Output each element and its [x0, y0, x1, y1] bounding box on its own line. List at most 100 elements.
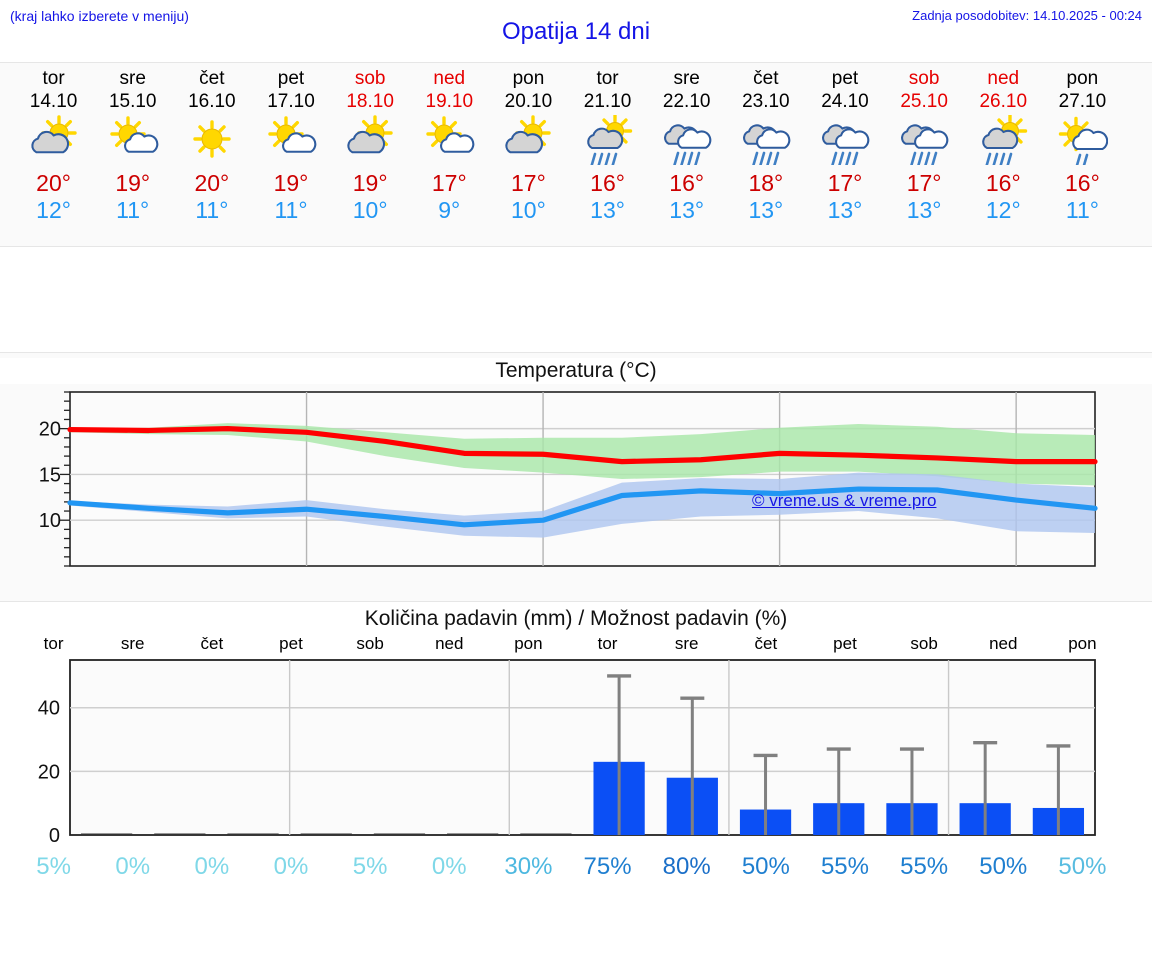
day-date: 25.10	[900, 91, 948, 112]
copyright-link[interactable]: © vreme.us & vreme.pro	[752, 491, 937, 510]
weather-sun-rain-icon	[582, 114, 634, 166]
max-temperature: 20°	[194, 170, 230, 196]
precipitation-probability-labels: 5% 0% 0% 0% 5% 0% 30% 75% 80% 50% 55% 55% 50% 50%	[14, 853, 1122, 881]
svg-text:0: 0	[49, 825, 60, 847]
day-date: 26.10	[979, 91, 1028, 112]
day-date: 14.10	[29, 91, 78, 112]
min-temperature: 13°	[669, 197, 705, 223]
day-column[interactable]: pet 17.10 19° 11°	[251, 63, 330, 246]
weather-sun-cloud-gray-icon	[28, 114, 80, 166]
precipitation-probability: 55%	[900, 853, 949, 880]
precipitation-day-label: pon	[1068, 634, 1097, 653]
max-temperature: 19°	[115, 170, 151, 196]
day-date: 15.10	[108, 91, 157, 112]
precipitation-probability: 55%	[820, 853, 869, 880]
precipitation-day-label: pet	[279, 634, 303, 653]
max-temperature: 17°	[827, 170, 863, 196]
day-of-week: tor	[596, 68, 619, 89]
precipitation-day-label: sob	[910, 634, 938, 653]
max-temperature: 16°	[985, 170, 1021, 196]
day-column[interactable]: sob 25.10 17° 13°	[885, 63, 964, 246]
day-column[interactable]: čet 23.10 18° 13°	[726, 63, 805, 246]
day-of-week: sob	[354, 68, 386, 89]
weather-sun-cloud-white-icon	[107, 114, 159, 166]
precipitation-day-label: ned	[435, 634, 464, 653]
min-temperature: 13°	[590, 197, 625, 223]
svg-text:15: 15	[39, 464, 61, 486]
weather-sun-icon	[186, 114, 238, 166]
min-temperature: 11°	[274, 197, 308, 223]
day-column[interactable]: ned 26.10 16° 12°	[964, 63, 1043, 246]
precipitation-probability: 50%	[741, 853, 790, 880]
day-of-week: pet	[277, 68, 305, 89]
day-of-week: ned	[987, 68, 1020, 89]
precipitation-day-label: čet	[200, 634, 224, 653]
max-temperature: 16°	[590, 170, 625, 196]
day-of-week: pet	[831, 68, 859, 89]
day-of-week: ned	[433, 68, 466, 89]
day-column[interactable]: ned 19.10 17° 9°	[410, 63, 489, 246]
day-of-week: pon	[1066, 68, 1099, 89]
day-of-week: pon	[512, 68, 545, 89]
daily-forecast-strip: tor 14.10 20° 12° sre 15.10 19° 11° čet 16.10 20° 1…	[0, 62, 1152, 247]
day-column[interactable]: tor 21.10 16° 13°	[568, 63, 647, 246]
day-of-week: sre	[673, 68, 700, 89]
weather-sun-rain-icon	[977, 114, 1029, 166]
max-temperature: 16°	[1065, 170, 1100, 196]
weather-sun-cloud-gray-icon	[344, 114, 396, 166]
precipitation-probability: 50%	[979, 853, 1028, 880]
day-column[interactable]: tor 14.10 20° 12°	[14, 63, 93, 246]
page-header: (kraj lahko izberete v meniju) Opatija 1…	[0, 0, 1152, 62]
weather-sun-cloud-gray-icon	[502, 114, 554, 166]
precipitation-day-label: sob	[356, 634, 384, 653]
day-date: 20.10	[504, 91, 553, 112]
max-temperature: 18°	[748, 170, 784, 196]
temperature-chart-panel: Temperatura (°C) 10 15 20 © vreme.us & vre…	[0, 352, 1152, 602]
precipitation-probability: 50%	[1058, 853, 1107, 880]
precipitation-day-label: tor	[597, 634, 618, 653]
day-column[interactable]: sob 18.10 19° 10°	[331, 63, 410, 246]
svg-text:10: 10	[39, 510, 61, 532]
last-updated-text: Zadnja posodobitev: 14.10.2025 - 00:24	[912, 8, 1142, 23]
precipitation-day-label: sre	[120, 634, 145, 653]
page-title: Opatija 14 dni	[501, 18, 651, 45]
min-temperature: 11°	[116, 197, 150, 223]
weather-rain-icon	[819, 114, 871, 166]
temperature-chart-svg: 10 15 20	[39, 391, 1098, 567]
day-column[interactable]: sre 15.10 19° 11°	[93, 63, 172, 246]
day-column[interactable]: pet 24.10 17° 13°	[805, 63, 884, 246]
precipitation-probability: 0%	[431, 853, 467, 880]
day-column[interactable]: čet 16.10 20° 11°	[172, 63, 251, 246]
max-temperature: 16°	[669, 170, 705, 196]
day-date: 17.10	[267, 91, 315, 112]
day-date: 18.10	[346, 91, 394, 112]
weather-rain-icon	[740, 114, 792, 166]
min-temperature: 12°	[36, 197, 71, 223]
weather-rain-icon	[661, 114, 713, 166]
precipitation-probability: 0%	[273, 853, 309, 880]
day-date: 24.10	[821, 91, 869, 112]
day-of-week: tor	[42, 68, 65, 89]
min-temperature: 9°	[438, 197, 461, 223]
day-column[interactable]: sre 22.10 16° 13°	[647, 63, 726, 246]
min-temperature: 10°	[352, 197, 388, 223]
precipitation-day-label: pet	[833, 634, 857, 653]
min-temperature: 13°	[748, 197, 784, 223]
max-temperature: 17°	[906, 170, 942, 196]
min-temperature: 10°	[511, 197, 546, 223]
precipitation-chart-svg: 0 20 40	[38, 659, 1096, 847]
max-temperature: 17°	[511, 170, 546, 196]
precipitation-chart-title: Količina padavin (mm) / Možnost padavin …	[364, 607, 788, 630]
weather-rain-icon	[898, 114, 950, 166]
day-date: 19.10	[425, 91, 474, 112]
min-temperature: 12°	[985, 197, 1021, 223]
day-date: 16.10	[188, 91, 236, 112]
precipitation-probability: 0%	[194, 853, 230, 880]
temperature-chart-title: Temperatura (°C)	[0, 358, 1152, 384]
min-temperature: 11°	[1065, 197, 1099, 223]
day-column[interactable]: pon 27.10 16° 11°	[1043, 63, 1122, 246]
content-spacer	[0, 247, 1152, 352]
precipitation-probability: 75%	[583, 853, 632, 880]
svg-text:20: 20	[38, 761, 60, 783]
day-column[interactable]: pon 20.10 17° 10°	[489, 63, 568, 246]
